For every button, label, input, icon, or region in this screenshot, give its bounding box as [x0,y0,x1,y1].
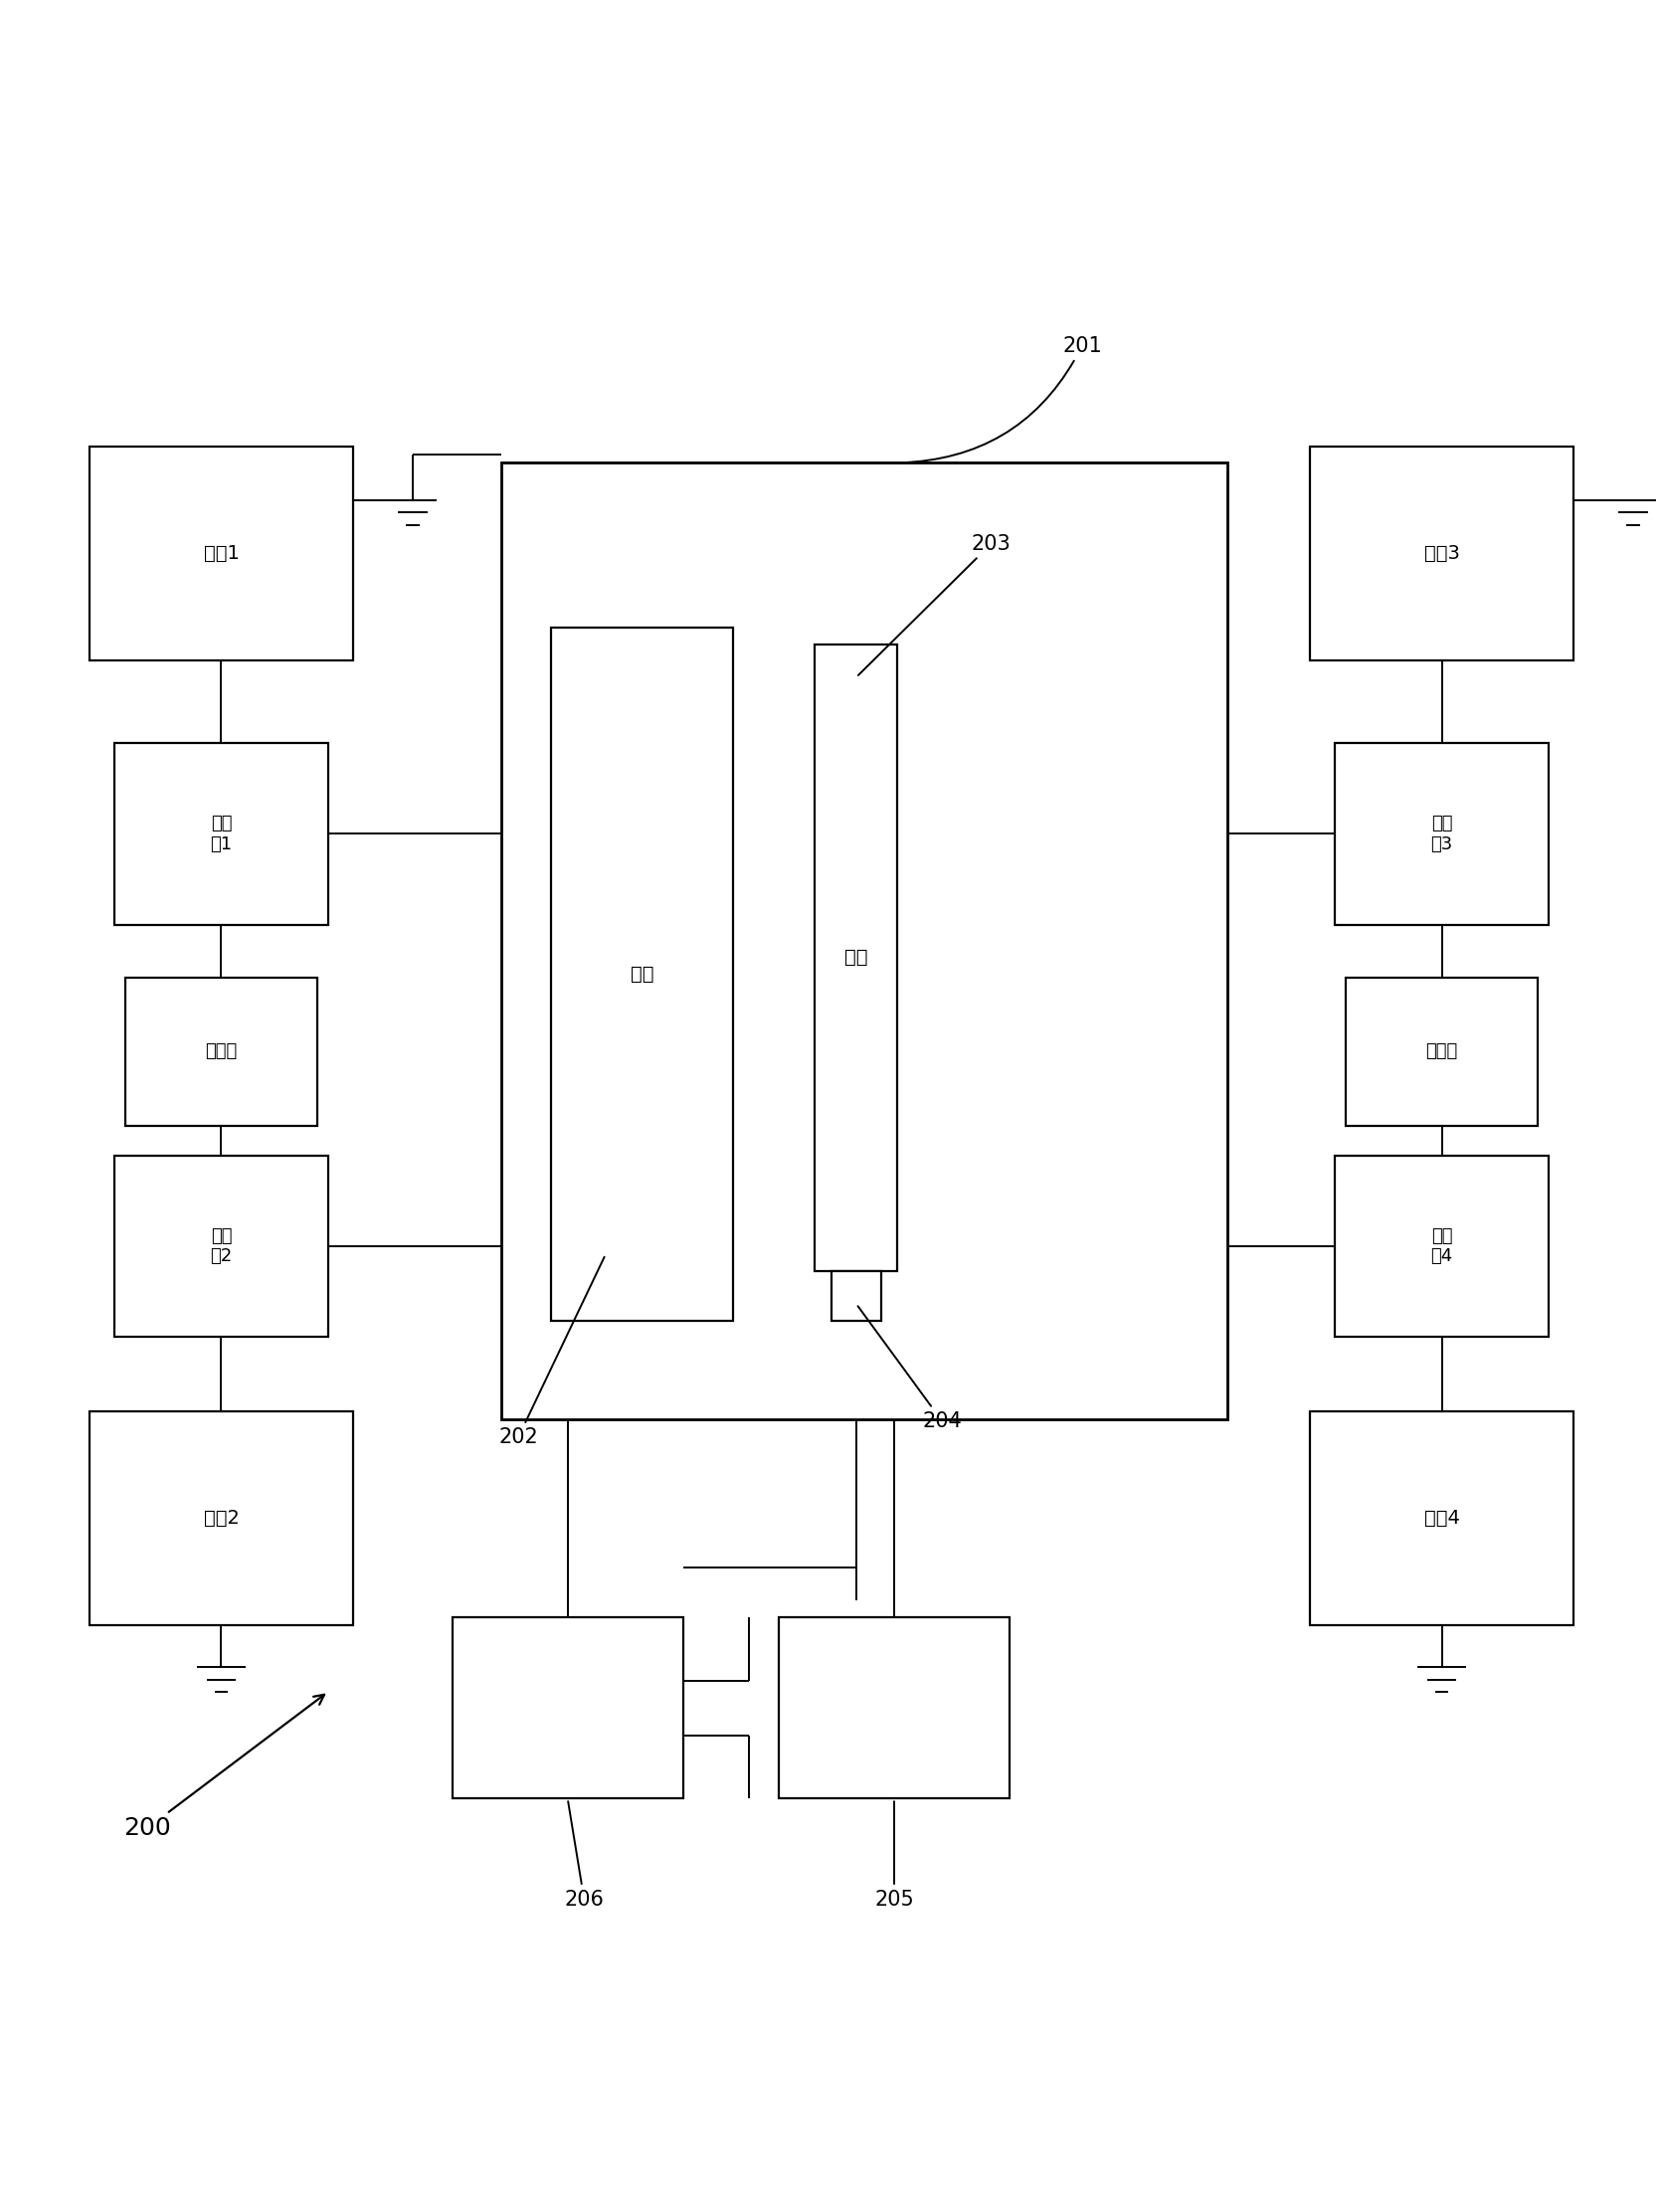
Bar [1345,978,1537,1126]
Bar [815,644,898,1272]
Bar [832,1272,881,1321]
Text: 滤波器: 滤波器 [205,1042,238,1060]
Bar [452,1617,683,1798]
Text: 匹配
箱1: 匹配 箱1 [210,814,233,854]
Bar [90,1411,353,1626]
Text: 202: 202 [499,1256,604,1447]
Bar [126,978,318,1126]
Bar [550,628,732,1321]
Text: 电源2: 电源2 [203,1509,239,1528]
Bar [115,1155,329,1336]
Text: 基板: 基板 [845,949,868,967]
Text: 电源4: 电源4 [1424,1509,1460,1528]
Text: 206: 206 [564,1801,604,1909]
Text: 201: 201 [900,336,1103,462]
Bar [115,743,329,925]
Bar [1310,1411,1573,1626]
Bar [1310,447,1573,661]
Text: 滤波器: 滤波器 [1425,1042,1458,1060]
Text: 电源1: 电源1 [203,544,239,564]
Bar [1334,1155,1548,1336]
Text: 匹配
箱3: 匹配 箱3 [1430,814,1453,854]
Text: 200: 200 [123,1694,324,1840]
Text: 匹配
箱4: 匹配 箱4 [1430,1228,1453,1265]
Text: 203: 203 [858,533,1011,675]
Bar [778,1617,1009,1798]
Text: 匹配
箱2: 匹配 箱2 [210,1228,233,1265]
Bar [502,462,1227,1420]
Text: 204: 204 [858,1305,961,1431]
Text: 205: 205 [875,1801,915,1909]
Text: 电源3: 电源3 [1424,544,1460,564]
Text: 靶材: 靶材 [630,964,654,984]
Bar [1334,743,1548,925]
Bar [90,447,353,661]
